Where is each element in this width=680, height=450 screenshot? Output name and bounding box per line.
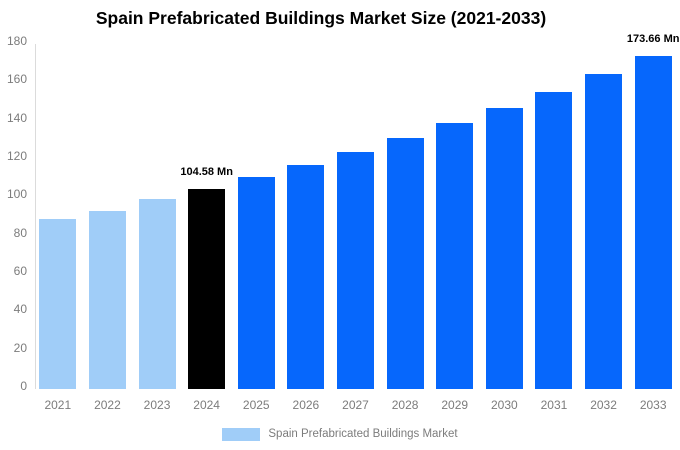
bar-2025	[237, 177, 275, 389]
y-tick-label-20: 20	[13, 340, 27, 355]
bar-2022	[88, 210, 126, 389]
x-tick-label-2023: 2023	[143, 398, 171, 412]
y-tick-label-180: 180	[6, 34, 27, 48]
chart-title: Spain Prefabricated Buildings Market Siz…	[95, 8, 547, 28]
y-tick-label-60: 60	[13, 264, 27, 278]
y-tick-label-80: 80	[13, 225, 27, 240]
x-tick-label-2032: 2032	[590, 398, 617, 412]
bar-2026	[287, 164, 325, 389]
bar-value-label-2033: 173.66 Mn	[626, 33, 680, 46]
x-tick-label-2022: 2022	[94, 398, 121, 412]
bar-2027	[337, 151, 374, 389]
legend: Spain Prefabricated Buildings Market	[0, 426, 680, 442]
bar-2033	[634, 56, 672, 389]
bar-value-label-2024: 104.58 Mn	[180, 165, 233, 178]
legend-swatch	[222, 427, 261, 441]
y-tick-label-140: 140	[6, 110, 27, 125]
bar-2031	[535, 91, 573, 389]
bar-2021	[39, 219, 77, 389]
bar-2032	[585, 74, 623, 389]
x-tick-label-2031: 2031	[540, 398, 568, 412]
bar-2024	[188, 188, 226, 389]
x-tick-label-2021: 2021	[44, 398, 72, 412]
y-tick-label-120: 120	[6, 149, 27, 163]
x-tick-label-2033: 2033	[639, 398, 667, 412]
x-tick-label-2026: 2026	[292, 398, 320, 412]
x-tick-label-2030: 2030	[490, 398, 518, 412]
bar-2029	[436, 123, 474, 389]
bar-2028	[386, 137, 424, 389]
y-axis-line	[35, 44, 36, 389]
y-tick-label-160: 160	[6, 72, 27, 87]
x-tick-label-2025: 2025	[242, 398, 270, 412]
x-tick-label-2029: 2029	[441, 398, 469, 412]
y-tick-label-100: 100	[6, 187, 27, 202]
y-tick-label-40: 40	[13, 302, 27, 317]
bar-2023	[138, 199, 176, 389]
bar-2030	[485, 107, 523, 389]
legend-label: Spain Prefabricated Buildings Market	[268, 428, 458, 440]
y-tick-label-0: 0	[20, 379, 27, 393]
x-tick-label-2027: 2027	[342, 398, 369, 412]
x-tick-label-2028: 2028	[391, 398, 419, 412]
x-tick-label-2024: 2024	[193, 398, 220, 412]
